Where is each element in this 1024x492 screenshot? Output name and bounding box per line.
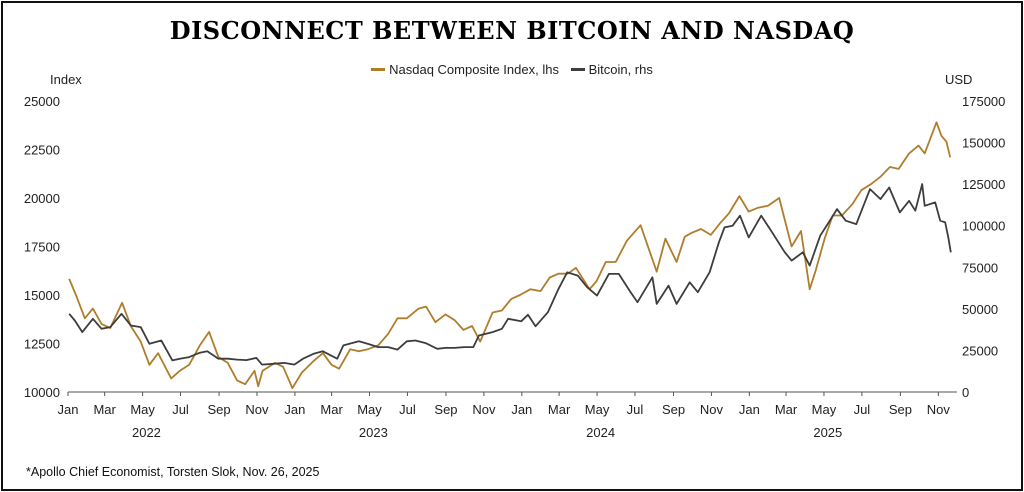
- x-year-label: 2022: [132, 425, 161, 440]
- x-year-label: 2023: [359, 425, 388, 440]
- footnote: *Apollo Chief Economist, Torsten Slok, N…: [26, 465, 320, 479]
- right-axis-label: USD: [945, 72, 973, 87]
- x-month-label: Mar: [548, 402, 571, 417]
- legend-label-nasdaq: Nasdaq Composite Index, lhs: [389, 62, 559, 77]
- legend-item-bitcoin: Bitcoin, rhs: [570, 62, 653, 77]
- legend-swatch-bitcoin: [570, 68, 585, 71]
- left-tick-label: 17500: [24, 240, 60, 255]
- x-month-label: Nov: [927, 402, 951, 417]
- left-tick-label: 22500: [24, 143, 60, 158]
- bitcoin-series-line: [68, 183, 952, 366]
- right-tick-label: 175000: [962, 94, 1005, 109]
- legend-swatch-nasdaq: [371, 68, 386, 71]
- x-month-label: May: [357, 402, 382, 417]
- x-year-label: 2025: [813, 425, 842, 440]
- x-year-label: 2024: [586, 425, 615, 440]
- x-month-label: May: [812, 402, 837, 417]
- x-month-label: Sep: [662, 402, 685, 417]
- right-tick-label: 100000: [962, 219, 1005, 234]
- legend: Nasdaq Composite Index, lhs Bitcoin, rhs: [0, 59, 1024, 77]
- right-tick-label: 50000: [962, 302, 998, 317]
- x-month-label: May: [130, 402, 155, 417]
- x-month-label: Jul: [399, 402, 416, 417]
- legend-label-bitcoin: Bitcoin, rhs: [588, 62, 653, 77]
- legend-item-nasdaq: Nasdaq Composite Index, lhs: [371, 62, 559, 77]
- x-month-label: Sep: [207, 402, 230, 417]
- x-month-label: Jan: [739, 402, 760, 417]
- x-month-label: May: [585, 402, 610, 417]
- left-tick-label: 20000: [24, 191, 60, 206]
- x-month-label: Jul: [627, 402, 644, 417]
- left-tick-label: 25000: [24, 94, 60, 109]
- x-month-label: Jul: [172, 402, 189, 417]
- x-month-label: Mar: [93, 402, 116, 417]
- right-tick-label: 75000: [962, 260, 998, 275]
- right-tick-label: 125000: [962, 177, 1005, 192]
- x-month-label: Mar: [320, 402, 343, 417]
- chart-title: DISCONNECT BETWEEN BITCOIN AND NASDAQ: [169, 16, 855, 45]
- right-tick-label: 0: [962, 385, 969, 400]
- x-month-label: Sep: [434, 402, 457, 417]
- left-tick-label: 15000: [24, 288, 60, 303]
- x-month-label: Jan: [58, 402, 79, 417]
- x-month-label: Nov: [700, 402, 724, 417]
- right-tick-label: 150000: [962, 136, 1005, 151]
- x-month-label: Jan: [511, 402, 532, 417]
- right-tick-label: 25000: [962, 343, 998, 358]
- x-month-label: Jul: [854, 402, 871, 417]
- left-tick-label: 10000: [24, 385, 60, 400]
- x-month-label: Jan: [284, 402, 305, 417]
- x-month-label: Sep: [889, 402, 912, 417]
- left-axis-label: Index: [50, 72, 82, 87]
- x-month-label: Nov: [245, 402, 269, 417]
- nasdaq-series-line: [68, 121, 952, 390]
- x-month-label: Nov: [472, 402, 496, 417]
- x-month-label: Mar: [775, 402, 798, 417]
- left-tick-label: 12500: [24, 337, 60, 352]
